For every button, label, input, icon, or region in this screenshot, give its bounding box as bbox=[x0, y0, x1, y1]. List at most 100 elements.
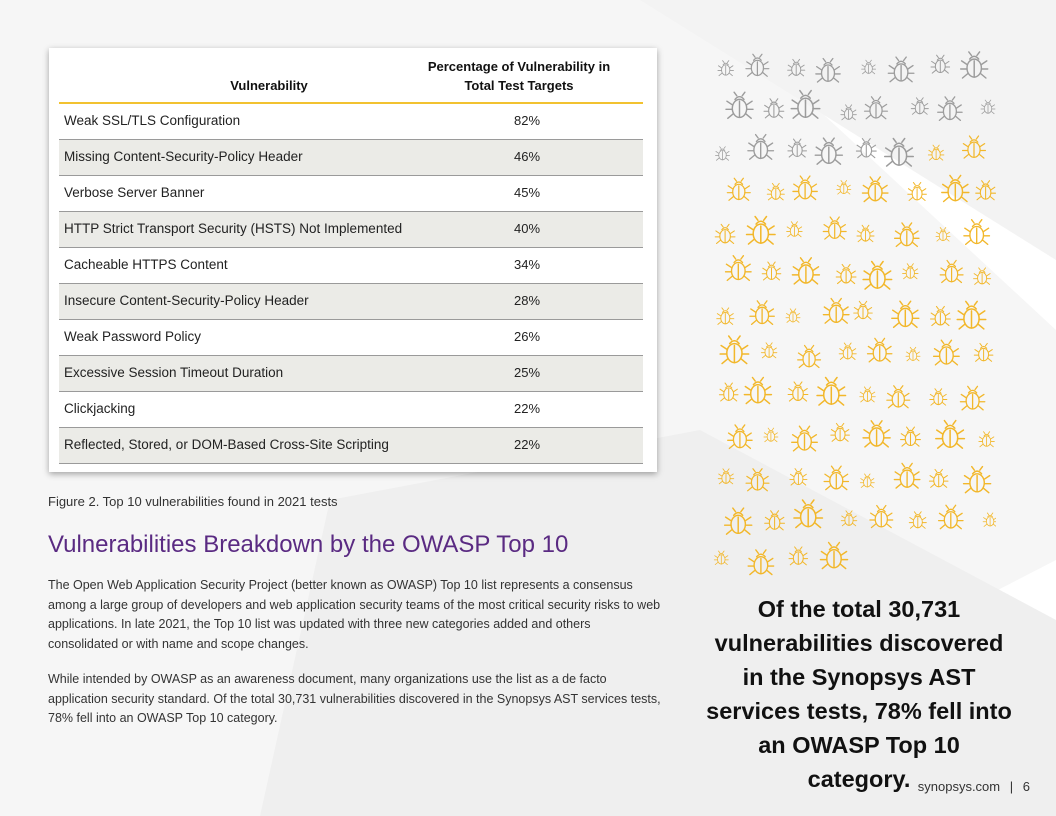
bug-icon bbox=[935, 419, 966, 449]
bug-icon bbox=[928, 468, 949, 488]
bug-icon bbox=[791, 257, 821, 285]
bug-icon bbox=[973, 342, 994, 362]
bug-icon bbox=[937, 96, 963, 121]
vulnerability-percentage: 25% bbox=[513, 365, 541, 380]
bug-icon bbox=[929, 305, 951, 327]
bug-icon bbox=[727, 424, 753, 450]
vulnerability-percentage: 40% bbox=[513, 221, 541, 236]
vulnerability-name: Clickjacking bbox=[64, 401, 136, 416]
paragraph-standard: While intended by OWASP as an awareness … bbox=[48, 672, 661, 725]
bug-icon bbox=[793, 499, 824, 529]
bug-icon bbox=[785, 308, 801, 323]
bug-icon bbox=[717, 60, 734, 77]
bug-icon bbox=[715, 146, 730, 161]
bug-icon bbox=[716, 307, 735, 325]
bug-icon bbox=[830, 422, 850, 442]
vulnerability-name: Missing Content-Security-Policy Header bbox=[64, 149, 303, 164]
bug-icon bbox=[869, 504, 894, 529]
bug-icon bbox=[963, 219, 991, 246]
bug-icon bbox=[786, 221, 803, 238]
bug-icon bbox=[840, 510, 858, 527]
bug-icon bbox=[791, 425, 818, 452]
bug-icon bbox=[935, 227, 951, 242]
bug-icon bbox=[853, 300, 873, 320]
table-row: HTTP Strict Transport Security (HSTS) No… bbox=[59, 212, 643, 248]
bug-icon bbox=[822, 216, 847, 240]
bug-icon bbox=[905, 346, 921, 362]
bug-icon-graphic bbox=[713, 51, 996, 576]
table-row: Missing Content-Security-Policy Header 46… bbox=[59, 140, 643, 176]
bug-icon bbox=[788, 546, 809, 566]
bug-icon bbox=[980, 99, 996, 115]
bug-icon bbox=[718, 382, 739, 402]
bug-icon bbox=[910, 97, 929, 115]
bug-icon bbox=[724, 255, 752, 282]
bug-icon bbox=[743, 376, 773, 405]
bug-icon bbox=[855, 138, 877, 159]
bug-icon bbox=[862, 260, 893, 290]
table-row: Verbose Server Banner 45% bbox=[59, 176, 643, 212]
bug-icon bbox=[790, 89, 821, 119]
bug-icon bbox=[814, 137, 844, 165]
table-row: Insecure Content-Security-Policy Header 2… bbox=[59, 284, 643, 320]
vulnerability-percentage: 22% bbox=[513, 437, 541, 452]
bug-icon bbox=[927, 144, 945, 161]
vulnerability-name: Cacheable HTTPS Content bbox=[64, 257, 228, 272]
bug-icon bbox=[789, 468, 808, 486]
bug-icon bbox=[982, 512, 996, 527]
vulnerability-name: Weak Password Policy bbox=[64, 329, 202, 344]
bug-icon bbox=[797, 344, 822, 369]
vulnerability-percentage: 46% bbox=[513, 149, 541, 164]
vulnerability-name: Verbose Server Banner bbox=[64, 185, 205, 200]
bug-icon bbox=[893, 462, 921, 489]
bug-icon bbox=[725, 91, 754, 120]
bug-icon bbox=[961, 135, 987, 159]
bug-icon bbox=[835, 263, 857, 285]
bug-icon bbox=[900, 426, 921, 447]
bug-icon bbox=[816, 376, 847, 406]
bug-icon bbox=[862, 420, 891, 448]
footer-separator: | bbox=[1009, 779, 1014, 794]
bug-icon bbox=[761, 261, 782, 281]
column-header-vulnerability: Vulnerability bbox=[230, 78, 308, 93]
vulnerability-percentage: 28% bbox=[513, 293, 541, 308]
bug-icon bbox=[713, 550, 729, 565]
bug-icon bbox=[939, 259, 964, 284]
bug-icon bbox=[815, 57, 841, 83]
bug-icon bbox=[787, 58, 806, 77]
bug-icon bbox=[907, 181, 927, 201]
bug-icon bbox=[717, 468, 735, 485]
bug-icon bbox=[745, 468, 770, 492]
bug-icon bbox=[749, 300, 775, 325]
bug-icon bbox=[902, 263, 919, 280]
vulnerability-percentage: 45% bbox=[513, 185, 541, 200]
callout-quote: Of the total 30,731 vulnerabilities disc… bbox=[706, 596, 1012, 792]
figure-caption: Figure 2. Top 10 vulnerabilities found i… bbox=[48, 494, 338, 509]
bug-icon bbox=[894, 222, 920, 248]
bug-icon bbox=[838, 342, 857, 360]
page-number: 6 bbox=[1022, 779, 1030, 794]
bug-icon bbox=[938, 504, 964, 530]
bug-icon bbox=[930, 54, 951, 74]
bug-icon bbox=[891, 300, 920, 329]
vulnerability-percentage: 82% bbox=[513, 113, 541, 128]
bug-icon bbox=[975, 180, 996, 201]
column-header-percentage: Percentage of Vulnerability in Total Tes… bbox=[427, 59, 611, 93]
bug-icon bbox=[766, 182, 785, 201]
bug-icon bbox=[883, 137, 915, 167]
bug-icon bbox=[787, 381, 809, 402]
table-row: Clickjacking 22% bbox=[59, 392, 643, 428]
vulnerability-percentage: 34% bbox=[513, 257, 541, 272]
bug-icon bbox=[823, 465, 850, 491]
vulnerability-name: Insecure Content-Security-Policy Header bbox=[64, 293, 309, 308]
table-header: Vulnerability Percentage of Vulnerabilit… bbox=[59, 48, 643, 104]
bug-icon bbox=[908, 511, 927, 529]
bug-icon bbox=[861, 59, 877, 75]
section-heading: Vulnerabilities Breakdown by the OWASP T… bbox=[48, 531, 569, 558]
bug-icon bbox=[763, 98, 785, 119]
bug-icon bbox=[745, 53, 770, 77]
bug-icon bbox=[959, 385, 986, 411]
table-row: Cacheable HTTPS Content 34% bbox=[59, 248, 643, 284]
page-footer: synopsys.com | 6 bbox=[918, 779, 1030, 794]
bug-icon bbox=[792, 175, 818, 201]
